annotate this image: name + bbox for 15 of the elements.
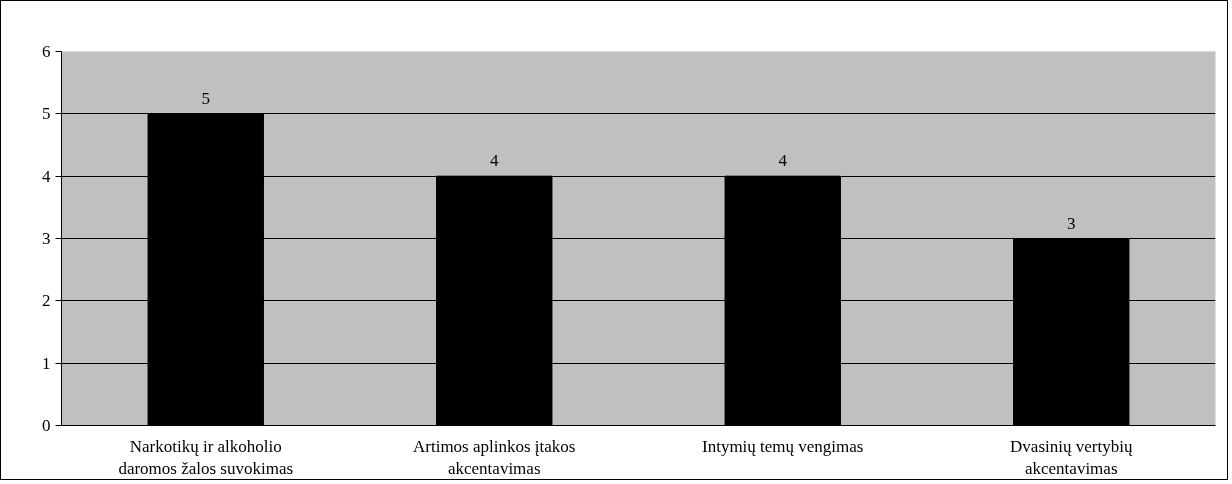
data-label: 3 xyxy=(1067,213,1076,233)
x-tick-label: Dvasinių vertybių akcentavimas xyxy=(1010,436,1133,479)
data-label: 5 xyxy=(201,88,210,108)
y-tick-label: 3 xyxy=(42,229,51,248)
x-tick-label: Narkotikų ir alkoholio daromos žalos suvokimas xyxy=(118,436,294,479)
y-tick-label: 1 xyxy=(42,353,51,373)
y-tick-label: 0 xyxy=(42,416,51,435)
data-label: 4 xyxy=(778,151,788,171)
x-tick-label: Intymių temų vengimas xyxy=(702,436,864,456)
y-tick-label: 5 xyxy=(42,104,51,124)
data-label: 4 xyxy=(490,151,499,171)
x-tick-label: Artimos aplinkos įtakos akcentavimas xyxy=(413,436,576,479)
y-tick-label: 2 xyxy=(42,291,51,311)
y-tick-label: 6 xyxy=(42,42,51,61)
y-tick-label: 4 xyxy=(42,166,51,186)
